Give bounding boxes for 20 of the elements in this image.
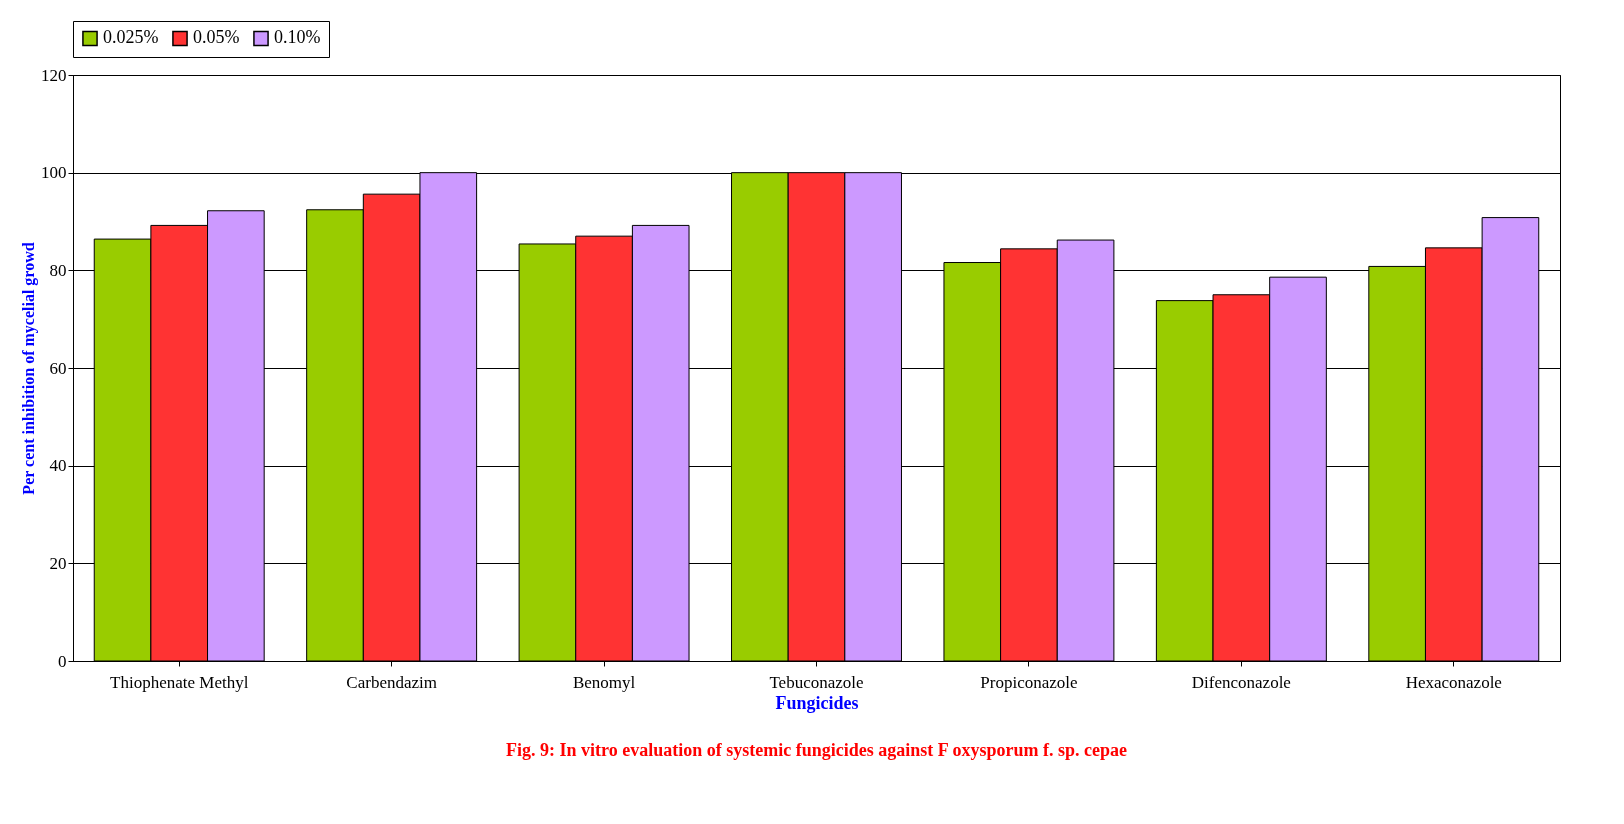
y-tick-label: 60: [49, 358, 67, 378]
x-tick-label: Propiconazole: [980, 672, 1078, 692]
y-tick-label: 120: [41, 65, 67, 85]
y-tick-label: 40: [49, 456, 67, 476]
x-tick-label: Benomyl: [572, 672, 636, 692]
x-tick-label: Carbendazim: [346, 672, 437, 692]
y-tick-label: 20: [49, 553, 67, 573]
y-tick-label: 100: [41, 163, 67, 183]
y-axis-title: Per cent inhibition of mycelial growd: [20, 242, 38, 495]
x-tick-label: Thiophenate Methyl: [110, 672, 249, 692]
x-tick-label: Hexaconazole: [1405, 672, 1502, 692]
legend-label: 0.10%: [274, 27, 321, 48]
text: Fig. 9: In vitro evaluation of systemic fungicides against F oxysporum f. sp. cepae: [506, 740, 1127, 760]
y-tick-label: 0: [58, 651, 67, 671]
legend-label: 0.05%: [193, 27, 240, 48]
x-tick-label: Difenconazole: [1191, 672, 1291, 692]
x-axis-title: Fungicides: [775, 692, 859, 713]
legend-label: 0.025%: [103, 27, 159, 48]
x-tick-label: Tebuconazole: [769, 672, 864, 692]
y-tick-label: 80: [49, 260, 67, 280]
